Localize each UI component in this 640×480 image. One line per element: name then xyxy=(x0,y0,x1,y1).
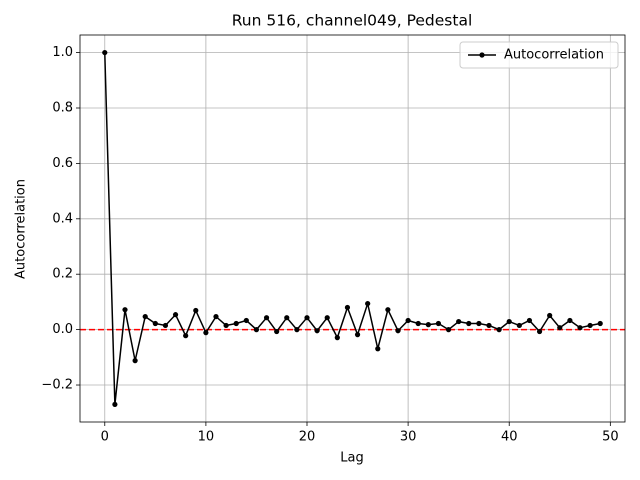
data-point xyxy=(405,317,411,324)
data-point xyxy=(395,328,401,334)
data-point xyxy=(162,322,169,329)
legend-marker xyxy=(479,52,485,58)
data-point xyxy=(284,315,290,321)
data-point xyxy=(304,315,310,321)
data-point xyxy=(203,330,209,336)
data-point xyxy=(567,317,573,324)
data-point xyxy=(172,312,179,318)
x-tick-label: 40 xyxy=(501,430,518,445)
data-point xyxy=(263,315,270,321)
x-tick-label: 30 xyxy=(400,430,417,445)
data-point xyxy=(354,331,361,338)
data-point xyxy=(223,322,229,329)
data-point xyxy=(112,401,118,408)
data-point xyxy=(375,346,381,352)
legend-box xyxy=(459,41,619,69)
data-point xyxy=(466,320,472,327)
chart-title: Run 516, channel049, Pedestal xyxy=(232,12,473,30)
data-point xyxy=(314,328,320,334)
y-tick-label: 0.2 xyxy=(52,267,73,282)
data-point xyxy=(142,313,148,320)
data-point xyxy=(547,312,553,319)
y-tick-label: 1.0 xyxy=(52,45,73,60)
data-point xyxy=(425,322,431,328)
data-point xyxy=(385,307,391,313)
data-point xyxy=(274,328,280,335)
x-tick-label: 50 xyxy=(602,430,619,445)
data-point xyxy=(496,327,502,333)
data-point xyxy=(294,327,300,333)
data-point xyxy=(526,317,533,324)
data-point xyxy=(577,325,583,331)
data-point xyxy=(152,320,158,327)
data-point xyxy=(597,320,603,327)
data-point xyxy=(516,322,522,329)
data-point xyxy=(456,318,462,325)
data-point xyxy=(506,318,512,325)
data-point xyxy=(132,358,138,364)
data-point xyxy=(213,313,219,320)
data-point xyxy=(324,315,330,321)
y-tick-label: 0.0 xyxy=(52,322,73,337)
data-point xyxy=(476,320,482,327)
y-tick-label: −0.2 xyxy=(41,378,73,393)
data-point xyxy=(122,307,128,313)
data-point xyxy=(435,320,442,327)
x-tick-label: 10 xyxy=(198,430,215,445)
data-point xyxy=(486,322,492,329)
series-line xyxy=(104,52,601,405)
data-point xyxy=(557,325,563,331)
x-tick-label: 20 xyxy=(299,430,316,445)
y-tick-label: 0.8 xyxy=(52,100,73,115)
data-point xyxy=(344,304,351,311)
data-point xyxy=(183,333,189,339)
data-point xyxy=(445,327,452,333)
data-point xyxy=(102,49,108,56)
legend-label: Autocorrelation xyxy=(504,48,604,63)
legend: Autocorrelation xyxy=(459,41,619,69)
data-point xyxy=(193,307,199,314)
data-point xyxy=(253,327,260,333)
y-tick-label: 0.4 xyxy=(52,211,73,226)
data-point xyxy=(536,328,543,335)
x-tick-label: 0 xyxy=(101,430,109,445)
data-point xyxy=(243,317,249,324)
data-point xyxy=(415,320,421,327)
data-point xyxy=(334,335,340,341)
y-axis-label: Autocorrelation xyxy=(14,179,29,279)
data-point xyxy=(587,322,593,329)
x-axis-label: Lag xyxy=(340,451,363,466)
data-point xyxy=(233,320,239,327)
plot-frame xyxy=(79,34,626,423)
y-tick-label: 0.6 xyxy=(52,156,73,171)
data-point xyxy=(365,300,371,307)
